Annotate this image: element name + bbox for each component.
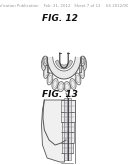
Circle shape	[80, 56, 85, 66]
Ellipse shape	[47, 73, 53, 85]
Ellipse shape	[79, 65, 84, 79]
Polygon shape	[63, 98, 71, 160]
Text: FIG. 12: FIG. 12	[42, 14, 78, 23]
Polygon shape	[41, 100, 65, 162]
Ellipse shape	[58, 82, 64, 92]
Circle shape	[43, 56, 48, 66]
Ellipse shape	[41, 57, 46, 70]
Text: Patent Application Publication    Feb. 21, 2012   Sheet 7 of 12    US 2012/00460: Patent Application Publication Feb. 21, …	[0, 4, 128, 8]
Polygon shape	[61, 112, 75, 122]
Ellipse shape	[82, 57, 87, 70]
Polygon shape	[55, 60, 73, 69]
Polygon shape	[61, 100, 75, 112]
Ellipse shape	[64, 82, 70, 92]
Ellipse shape	[52, 79, 58, 89]
Ellipse shape	[75, 73, 81, 85]
Ellipse shape	[70, 79, 76, 89]
Polygon shape	[62, 132, 74, 143]
Polygon shape	[47, 57, 81, 79]
Polygon shape	[62, 122, 74, 132]
Polygon shape	[62, 143, 73, 153]
Ellipse shape	[44, 65, 49, 79]
Text: FIG. 13: FIG. 13	[42, 90, 78, 99]
